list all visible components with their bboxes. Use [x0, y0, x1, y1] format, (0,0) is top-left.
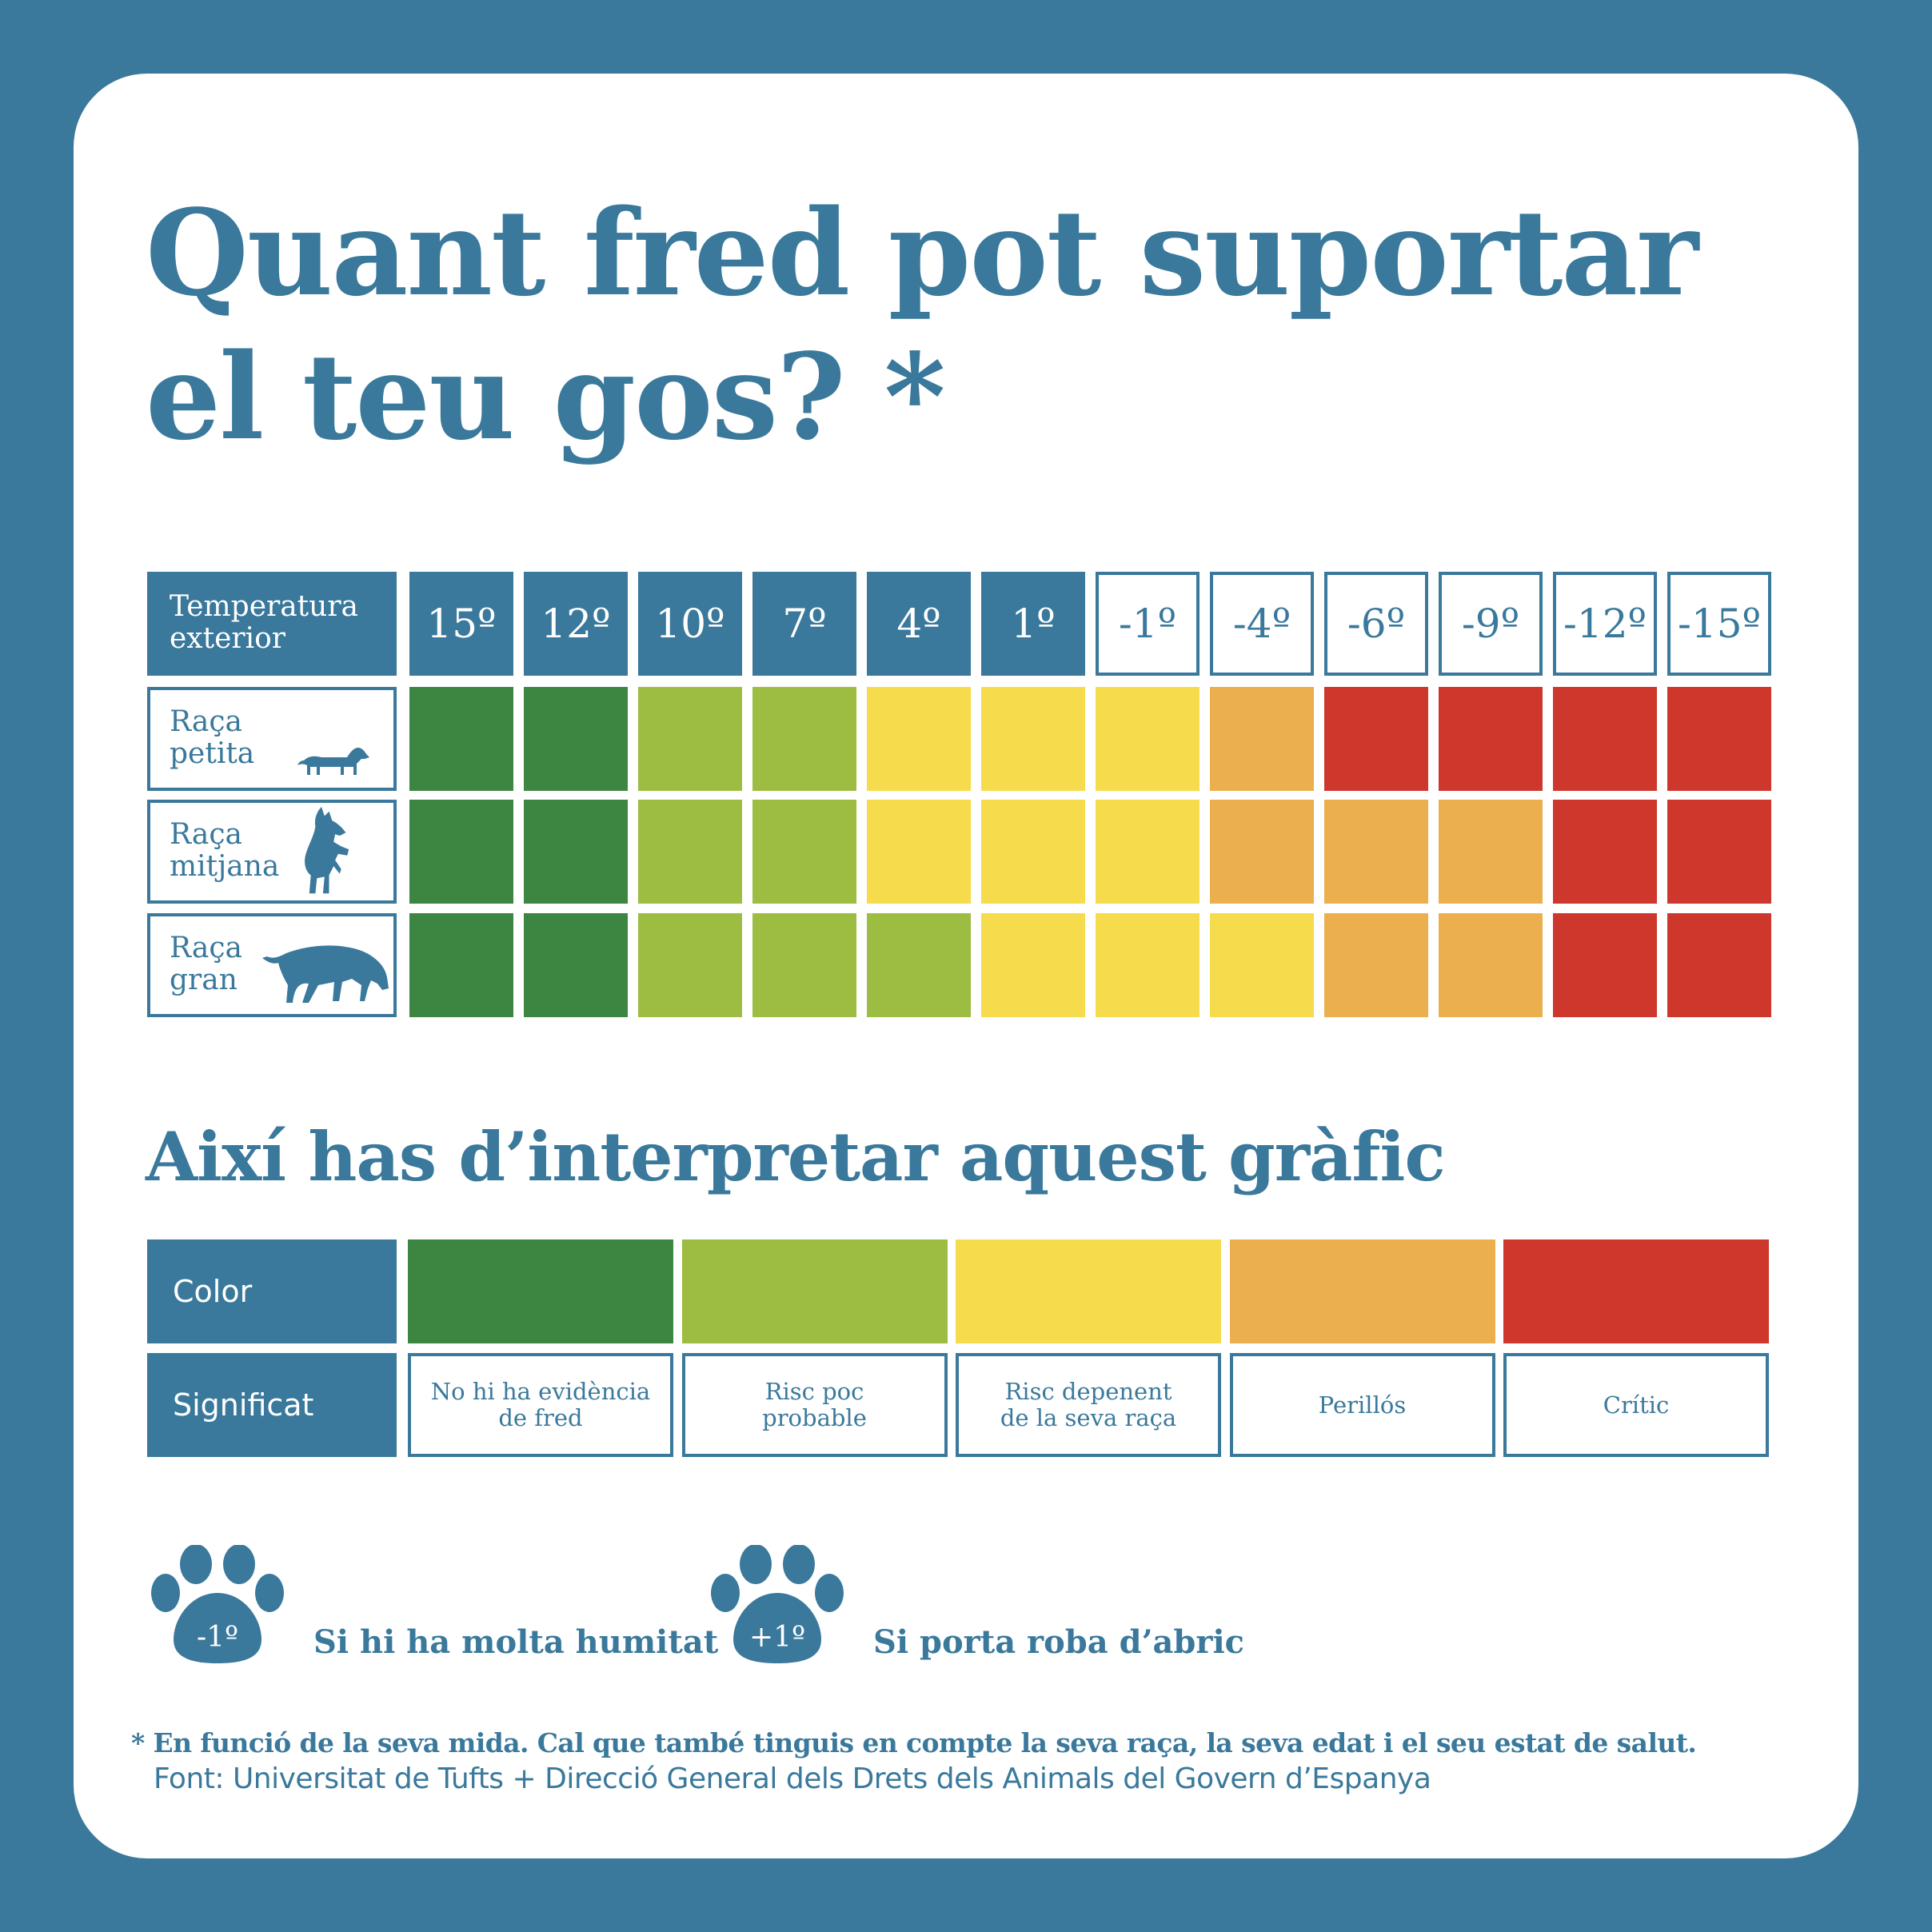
risk-cell — [981, 913, 1085, 1017]
adjustment-text: Si porta roba d’abric — [873, 1623, 1245, 1661]
breed-label-box: Raça gran — [147, 913, 397, 1017]
title-line-2: el teu gos? * — [146, 327, 946, 466]
content-card: Quant fred pot suportar el teu gos? * Te… — [74, 74, 1858, 1858]
legend-color-swatch — [1229, 1239, 1495, 1343]
risk-cell — [524, 800, 628, 904]
risk-cell — [1210, 800, 1314, 904]
risk-cell — [1667, 913, 1771, 1017]
risk-cell — [524, 913, 628, 1017]
paw-badge: -1º — [197, 1621, 238, 1654]
schnauzer-icon — [291, 805, 352, 900]
legend-title: Així has d’interpretar aquest gràfic — [146, 1117, 1446, 1196]
paw-icon — [150, 1544, 285, 1665]
temperature-header-cell: 15º — [409, 572, 513, 676]
footnote: * En funció de la seva mida. Cal que tam… — [131, 1727, 1697, 1758]
risk-cell — [638, 913, 742, 1017]
risk-cell — [638, 800, 742, 904]
paw-icon — [709, 1544, 845, 1665]
risk-cell — [524, 687, 628, 791]
temperature-header-cell: 10º — [638, 572, 742, 676]
temperature-header-cell: -12º — [1553, 572, 1657, 676]
risk-cell — [1553, 800, 1657, 904]
paw-badge: +1º — [749, 1621, 805, 1654]
risk-cell — [1096, 913, 1200, 1017]
risk-cell — [409, 913, 513, 1017]
temperature-header-label: Temperatura exterior — [147, 572, 397, 676]
temperature-header-cell: -1º — [1096, 572, 1200, 676]
title-line-1: Quant fred pot suportar — [146, 183, 1698, 322]
risk-cell — [1324, 687, 1428, 791]
risk-cell — [1210, 687, 1314, 791]
risk-cell — [752, 800, 856, 904]
legend-color-swatch — [408, 1239, 673, 1343]
legend-color-swatch — [681, 1239, 948, 1343]
risk-cell — [867, 687, 971, 791]
breed-label-box: Raça mitjana — [147, 800, 397, 904]
risk-cell — [1667, 800, 1771, 904]
temperature-header-cell: 4º — [867, 572, 971, 676]
legend-meaning-cell: No hi ha evidència de fred — [408, 1353, 673, 1457]
legend-color-swatch — [956, 1239, 1221, 1343]
temperature-header-cell: 1º — [981, 572, 1085, 676]
temperature-header-cell: -6º — [1324, 572, 1428, 676]
risk-cell — [1553, 687, 1657, 791]
risk-cell — [1553, 913, 1657, 1017]
risk-cell — [752, 687, 856, 791]
temperature-header-text: Temperatura exterior — [170, 590, 359, 655]
breed-label: Raça mitjana — [170, 818, 280, 883]
risk-cell — [867, 913, 971, 1017]
dachshund-icon — [297, 741, 369, 784]
breed-label: Raça petita — [170, 705, 255, 770]
breed-label-box: Raça petita — [147, 687, 397, 791]
risk-cell — [1324, 800, 1428, 904]
risk-cell — [1096, 687, 1200, 791]
risk-cell — [1439, 913, 1543, 1017]
risk-cell — [409, 800, 513, 904]
risk-cell — [752, 913, 856, 1017]
adjustment-text: Si hi ha molta humitat — [313, 1623, 719, 1661]
risk-cell — [1096, 800, 1200, 904]
temperature-header-cell: -9º — [1439, 572, 1543, 676]
risk-cell — [1324, 913, 1428, 1017]
risk-cell — [1439, 800, 1543, 904]
risk-cell — [1210, 913, 1314, 1017]
source: Font: Universitat de Tufts + Direcció Ge… — [154, 1762, 1431, 1795]
risk-cell — [867, 800, 971, 904]
temperature-header-cell: -15º — [1667, 572, 1771, 676]
risk-cell — [1667, 687, 1771, 791]
breed-label: Raça gran — [170, 932, 243, 996]
risk-cell — [1439, 687, 1543, 791]
temperature-header-cell: -4º — [1210, 572, 1314, 676]
risk-cell — [981, 800, 1085, 904]
legend-meaning-cell: Risc poc probable — [681, 1353, 948, 1457]
legend-meaning-cell: Perillós — [1229, 1353, 1495, 1457]
legend-meaning-label: Significat — [147, 1353, 397, 1457]
temperature-header-cell: 12º — [524, 572, 628, 676]
risk-cell — [981, 687, 1085, 791]
legend-meaning-cell: Risc depenent de la seva raça — [956, 1353, 1221, 1457]
risk-cell — [409, 687, 513, 791]
risk-cell — [638, 687, 742, 791]
legend-color-swatch — [1503, 1239, 1769, 1343]
temperature-header-cell: 7º — [752, 572, 856, 676]
legend-color-label: Color — [147, 1239, 397, 1343]
large-dog-icon — [262, 932, 390, 1016]
legend-meaning-cell: Crític — [1503, 1353, 1769, 1457]
